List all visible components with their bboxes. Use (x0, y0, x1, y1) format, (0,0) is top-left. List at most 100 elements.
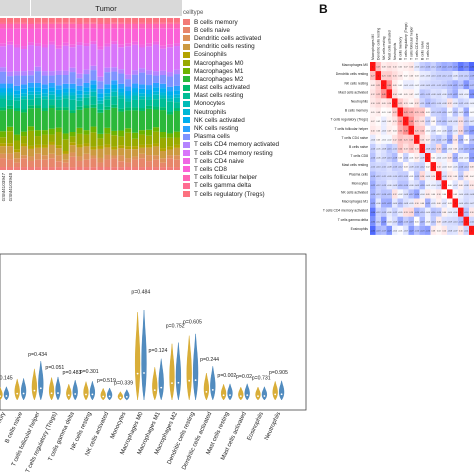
bar-segment (55, 155, 62, 162)
heatmap-cell-value: 1 (427, 158, 428, 160)
bar-segment (69, 145, 76, 153)
bar-segment (69, 18, 76, 23)
heatmap-cell (463, 116, 469, 126)
heatmap-cell-value: -0.09 (426, 85, 430, 87)
heatmap-cell (425, 143, 431, 153)
heatmap-cell-value: -0.11 (420, 103, 424, 105)
heatmap-cell-value: -0.20 (415, 212, 419, 214)
violin-median-dot (171, 382, 173, 385)
bar-segment (69, 44, 76, 48)
heatmap-cell (408, 116, 414, 126)
heatmap-cell-value: -0.21 (453, 158, 457, 160)
heatmap-cell-value: 0.10 (453, 139, 457, 141)
heatmap-row-label: Monocytes (352, 181, 369, 185)
heatmap-cell-value: -0.28 (464, 85, 468, 87)
bar-segment (27, 45, 34, 71)
heatmap-cell-value: -0.19 (420, 221, 424, 223)
bar-segment (139, 108, 146, 111)
bar-segment (104, 166, 111, 170)
heatmap-row-label: Macrophages M0 (342, 63, 368, 67)
violin-median-dot (263, 395, 266, 397)
heatmap-cell-value: -0.40 (371, 230, 375, 232)
bar-segment (111, 104, 118, 108)
heatmap-cell-value: -0.14 (431, 221, 435, 223)
violin-pvalue: p=0.02 (236, 374, 252, 380)
bar-segment (0, 71, 7, 84)
heatmap-cell-value: -0.16 (404, 185, 408, 187)
bar-segment (76, 78, 83, 86)
bar-segment (20, 84, 28, 89)
heatmap-cell (381, 171, 387, 181)
legend-swatch (183, 35, 190, 42)
heatmap-cell-value: -0.12 (437, 76, 441, 78)
bar-segment (83, 143, 90, 147)
heatmap-cell (430, 207, 436, 217)
heatmap-cell-value: -0.12 (431, 67, 435, 69)
bar-segment (34, 66, 41, 72)
bar-segment (41, 75, 48, 85)
heatmap-cell (397, 107, 403, 117)
heatmap-cell-value: 0.24 (420, 112, 424, 114)
heatmap-cell (469, 107, 474, 117)
bar-segment (166, 86, 173, 92)
heatmap-cell (381, 125, 387, 135)
bar-segment (132, 28, 139, 42)
heatmap-cell (397, 143, 403, 153)
legend-swatch (183, 182, 190, 189)
legend-swatch (183, 27, 190, 34)
heatmap-cell-value: -0.05 (453, 167, 457, 169)
legend-item: T cells CD8 (183, 165, 313, 173)
violin-median-dot (74, 393, 77, 395)
heatmap-cell-value: -0.08 (431, 94, 435, 96)
violin-pvalue: p=0.051 (45, 365, 64, 371)
legend-item: T cells regulatory (Tregs) (183, 190, 313, 198)
heatmap-cell (397, 89, 403, 99)
bar-segment (27, 82, 34, 88)
bar-segment (166, 44, 173, 48)
heatmap-cell (458, 89, 464, 99)
heatmap-cell-value: 0.33 (409, 112, 413, 114)
heatmap-cell-value: -0.17 (409, 194, 413, 196)
bar-segment (97, 18, 104, 23)
heatmap-cell (436, 189, 442, 199)
heatmap-cell-value: 0.02 (431, 158, 435, 160)
heatmap-cell-value: -0.26 (470, 158, 474, 160)
heatmap-cell (414, 134, 420, 144)
heatmap-cell (425, 71, 431, 81)
heatmap-cell-value: -0.27 (409, 230, 413, 232)
violin-median-dot (108, 395, 111, 398)
bar-segment (145, 18, 153, 23)
heatmap-cell (441, 107, 447, 117)
legend-item: T cells CD4 naive (183, 157, 313, 165)
heatmap-cell-value: -0.13 (437, 121, 441, 123)
heatmap-cell-value: -0.01 (409, 158, 413, 160)
heatmap-cell-value: -0.12 (459, 76, 463, 78)
heatmap-cell (430, 107, 436, 117)
bar-segment (20, 93, 28, 97)
heatmap-cell (375, 198, 381, 208)
heatmap-cell-value: -0.08 (448, 230, 452, 232)
heatmap-cell (419, 71, 425, 81)
violin-pvalue: p=0.731 (252, 375, 271, 381)
bar-segment (69, 88, 76, 93)
heatmap-cell-value: -0.04 (437, 158, 441, 160)
heatmap-cell (392, 180, 398, 190)
heatmap-cell-value: 0.08 (398, 76, 402, 78)
heatmap-cell-value: -0.16 (442, 112, 446, 114)
heatmap-cell-value: -0.12 (442, 76, 446, 78)
heatmap-cell-value: -0.12 (371, 167, 375, 169)
heatmap-cell-value: -0.25 (453, 67, 457, 69)
bar-segment (139, 23, 146, 29)
bar-segment (6, 126, 14, 132)
heatmap-cell (463, 134, 469, 144)
bar-segment (104, 18, 111, 23)
heatmap-cell (430, 80, 436, 90)
bar-segment (118, 18, 125, 23)
heatmap-cell-value: -0.07 (442, 203, 446, 205)
bar-segment (69, 152, 76, 157)
bar-segment (6, 76, 14, 84)
heatmap-cell (425, 216, 431, 226)
bar-segment (48, 18, 55, 23)
heatmap-cell (414, 80, 420, 90)
